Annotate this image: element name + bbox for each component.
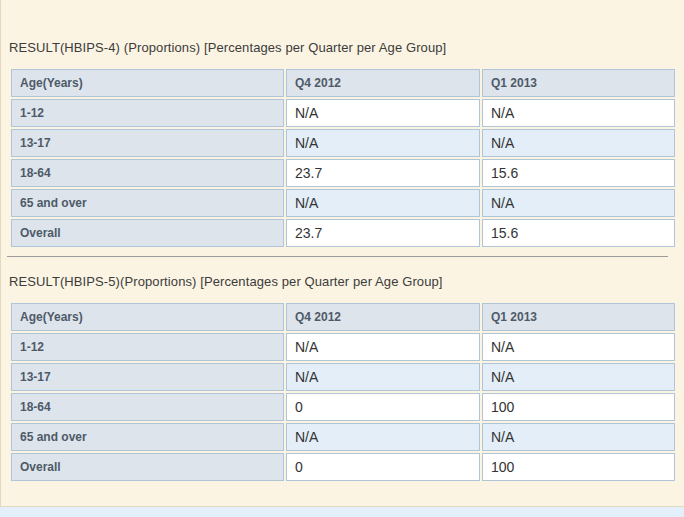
table-row: 65 and over N/A N/A — [11, 189, 675, 217]
value-cell: 23.7 — [286, 219, 480, 247]
column-header-q4-2012: Q4 2012 — [286, 303, 480, 331]
value-cell: N/A — [286, 189, 480, 217]
results-table-hbips5: Age(Years) Q4 2012 Q1 2013 1-12 N/A N/A … — [9, 301, 677, 483]
value-cell: N/A — [482, 363, 675, 391]
age-group-label: Overall — [11, 219, 284, 247]
value-cell: N/A — [286, 99, 480, 127]
value-cell: N/A — [286, 363, 480, 391]
value-cell: N/A — [286, 129, 480, 157]
column-header-age: Age(Years) — [11, 69, 284, 97]
column-header-q1-2013: Q1 2013 — [482, 303, 675, 331]
table-row: 18-64 23.7 15.6 — [11, 159, 675, 187]
table-header-row: Age(Years) Q4 2012 Q1 2013 — [11, 303, 675, 331]
table-header-row: Age(Years) Q4 2012 Q1 2013 — [11, 69, 675, 97]
section-divider — [7, 256, 668, 257]
value-cell: 15.6 — [482, 219, 675, 247]
value-cell: N/A — [286, 423, 480, 451]
column-header-q1-2013: Q1 2013 — [482, 69, 675, 97]
value-cell: 100 — [482, 393, 675, 421]
table-row: 65 and over N/A N/A — [11, 423, 675, 451]
age-group-label: 13-17 — [11, 363, 284, 391]
value-cell: N/A — [482, 129, 675, 157]
result-section-hbips4: RESULT(HBIPS-4) (Proportions) [Percentag… — [9, 40, 677, 249]
age-group-label: 65 and over — [11, 423, 284, 451]
value-cell: N/A — [482, 423, 675, 451]
value-cell: 0 — [286, 393, 480, 421]
age-group-label: 1-12 — [11, 99, 284, 127]
age-group-label: Overall — [11, 453, 284, 481]
table-row: 18-64 0 100 — [11, 393, 675, 421]
value-cell: 23.7 — [286, 159, 480, 187]
section-title: RESULT(HBIPS-4) (Proportions) [Percentag… — [9, 40, 677, 55]
age-group-label: 18-64 — [11, 393, 284, 421]
report-panel: RESULT(HBIPS-4) (Proportions) [Percentag… — [0, 0, 684, 507]
value-cell: N/A — [482, 333, 675, 361]
table-row: 13-17 N/A N/A — [11, 129, 675, 157]
results-table-hbips4: Age(Years) Q4 2012 Q1 2013 1-12 N/A N/A … — [9, 67, 677, 249]
column-header-q4-2012: Q4 2012 — [286, 69, 480, 97]
age-group-label: 18-64 — [11, 159, 284, 187]
age-group-label: 1-12 — [11, 333, 284, 361]
table-row: 13-17 N/A N/A — [11, 363, 675, 391]
value-cell: 0 — [286, 453, 480, 481]
value-cell: N/A — [482, 99, 675, 127]
result-section-hbips5: RESULT(HBIPS-5)(Proportions) [Percentage… — [9, 274, 677, 483]
table-row: 1-12 N/A N/A — [11, 99, 675, 127]
column-header-age: Age(Years) — [11, 303, 284, 331]
value-cell: 100 — [482, 453, 675, 481]
age-group-label: 13-17 — [11, 129, 284, 157]
age-group-label: 65 and over — [11, 189, 284, 217]
section-title: RESULT(HBIPS-5)(Proportions) [Percentage… — [9, 274, 677, 289]
value-cell: 15.6 — [482, 159, 675, 187]
value-cell: N/A — [482, 189, 675, 217]
table-row: 1-12 N/A N/A — [11, 333, 675, 361]
table-row: Overall 0 100 — [11, 453, 675, 481]
value-cell: N/A — [286, 333, 480, 361]
table-row: Overall 23.7 15.6 — [11, 219, 675, 247]
